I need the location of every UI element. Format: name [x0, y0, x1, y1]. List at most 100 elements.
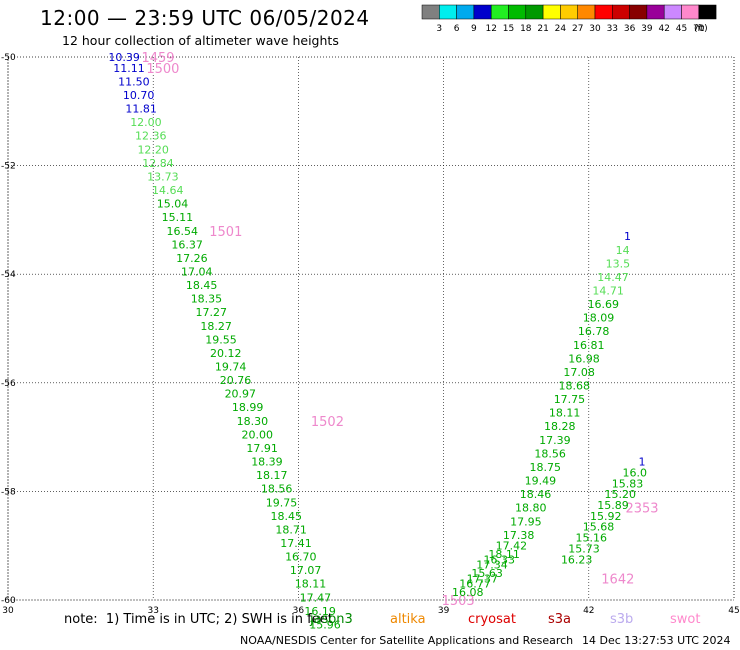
swh-value: 17.07	[290, 564, 322, 577]
time-label: 1459	[141, 51, 174, 66]
swh-value: 17.42	[496, 540, 528, 553]
swh-value: 17.95	[510, 515, 542, 528]
legend-jason3: jason3	[310, 612, 353, 627]
swh-value: 18.80	[515, 502, 547, 515]
swh-value: 15.68	[583, 521, 615, 534]
swh-value: 15.63	[471, 567, 503, 580]
swh-value: 13.73	[147, 170, 179, 183]
swh-value: 16.23	[561, 553, 593, 566]
colorbar-label: 12	[485, 24, 496, 34]
colorbar-label: 27	[572, 24, 583, 34]
swh-value: 18.71	[275, 523, 307, 536]
swh-value: 18.35	[191, 293, 223, 306]
swh-value: 18.39	[251, 456, 283, 469]
time-label: 1503	[442, 594, 475, 609]
swh-value: 15.20	[605, 488, 637, 501]
swh-value: 16.70	[285, 551, 317, 564]
swh-value: 11.11	[113, 62, 145, 75]
swh-value: 14	[616, 244, 630, 257]
y-tick-label: -58	[1, 487, 16, 497]
swh-value: 17.34	[476, 559, 508, 572]
swh-value: 19.75	[266, 496, 298, 509]
swh-value: 17.08	[563, 366, 595, 379]
swh-value: 16.54	[166, 225, 198, 238]
swh-value: 15.89	[597, 499, 629, 512]
colorbar-label: 33	[607, 24, 618, 34]
swh-value: 20.97	[225, 388, 257, 401]
y-tick-label: -52	[1, 162, 16, 172]
credit-text: NOAA/NESDIS Center for Satellite Applica…	[240, 634, 574, 647]
swh-value: 1	[639, 456, 646, 469]
swh-value: 18.46	[520, 488, 552, 501]
colorbar-label: 9	[471, 24, 477, 34]
y-tick-label: -56	[1, 379, 16, 389]
swh-value: 14.64	[152, 184, 184, 197]
colorbar-label: 15	[503, 24, 514, 34]
colorbar-label: (ft)	[694, 24, 708, 34]
colorbar-label: 42	[658, 24, 669, 34]
swh-value: 15.16	[575, 532, 607, 545]
swh-value: 16.78	[578, 325, 610, 338]
x-tick-label: 39	[438, 606, 450, 616]
swh-value: 17.37	[467, 572, 499, 585]
swh-value: 18.99	[232, 401, 264, 414]
colorbar: 3 6 9 12 15 18 21 24 27 30 33 36 39 42 45 70(ft)	[421, 4, 717, 34]
swh-value: 1	[624, 230, 631, 243]
swh-value: 18.56	[534, 447, 566, 460]
time-label: 1642	[601, 572, 634, 587]
swh-value: 20.00	[242, 428, 274, 441]
swh-value: 14.71	[592, 284, 624, 297]
swh-value: 17.39	[539, 434, 571, 447]
swh-value: 17.04	[181, 265, 213, 278]
swh-value: 19.49	[525, 475, 557, 488]
swh-value: 16.98	[568, 352, 600, 365]
y-tick-label: -54	[1, 270, 16, 280]
swh-value: 16.69	[588, 298, 620, 311]
time-label: 1501	[209, 225, 242, 240]
x-tick-label: 33	[147, 606, 158, 616]
colorbar-label: 30	[589, 24, 601, 34]
legend-s3a: s3a	[548, 612, 572, 627]
page-title: 12:00 — 23:59 UTC 06/05/2024	[40, 6, 370, 30]
swh-value: 16.19	[304, 605, 336, 618]
swh-value: 18.45	[186, 279, 218, 292]
x-tick-label: 42	[583, 606, 594, 616]
swh-value: 17.47	[300, 591, 332, 604]
x-tick-label: 30	[2, 606, 14, 616]
swh-value: 12.20	[137, 143, 169, 156]
x-tick-label: 36	[293, 606, 305, 616]
time-label: 1500	[146, 62, 179, 77]
swh-value: 19.55	[205, 333, 237, 346]
swh-value: 20.12	[210, 347, 242, 360]
colorbar-label: 18	[520, 24, 532, 34]
colorbar-label: 45	[676, 24, 687, 34]
time-label: 2353	[625, 502, 658, 517]
swh-value: 16.77	[459, 578, 491, 591]
swh-value: 14.47	[597, 271, 629, 284]
plot-frame	[7, 56, 735, 601]
swh-value: 20.76	[220, 374, 252, 387]
colorbar-label: 3	[436, 24, 442, 34]
swh-value: 16.33	[484, 553, 516, 566]
legend-cryosat: cryosat	[468, 612, 516, 627]
colorbar-label: 21	[537, 24, 548, 34]
swh-value: 15.11	[162, 211, 194, 224]
colorbar-label: 39	[641, 24, 653, 34]
swh-value: 12.00	[130, 116, 162, 129]
swh-value: 18.11	[295, 578, 327, 591]
y-tick-label: -50	[1, 53, 16, 63]
colorbar-label: 24	[555, 24, 567, 34]
swh-value: 17.41	[280, 537, 312, 550]
y-tick-label: -60	[1, 596, 16, 606]
swh-value: 17.27	[196, 306, 228, 319]
timestamp-text: 14 Dec 13:27:53 UTC 2024	[582, 634, 731, 647]
colorbar-swatch	[698, 4, 717, 20]
swh-value: 19.74	[215, 361, 247, 374]
legend-s3b: s3b	[610, 612, 634, 627]
swh-value: 18.09	[583, 312, 615, 325]
swh-value: 17.26	[176, 252, 208, 265]
legend-altika: altika	[390, 612, 426, 627]
swh-value: 17.75	[554, 393, 586, 406]
swh-value: 16.81	[573, 339, 605, 352]
